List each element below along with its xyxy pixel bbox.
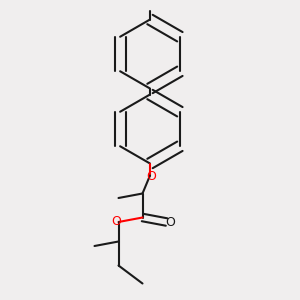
- Text: O: O: [111, 215, 121, 228]
- Text: O: O: [165, 215, 175, 229]
- Text: O: O: [147, 170, 156, 184]
